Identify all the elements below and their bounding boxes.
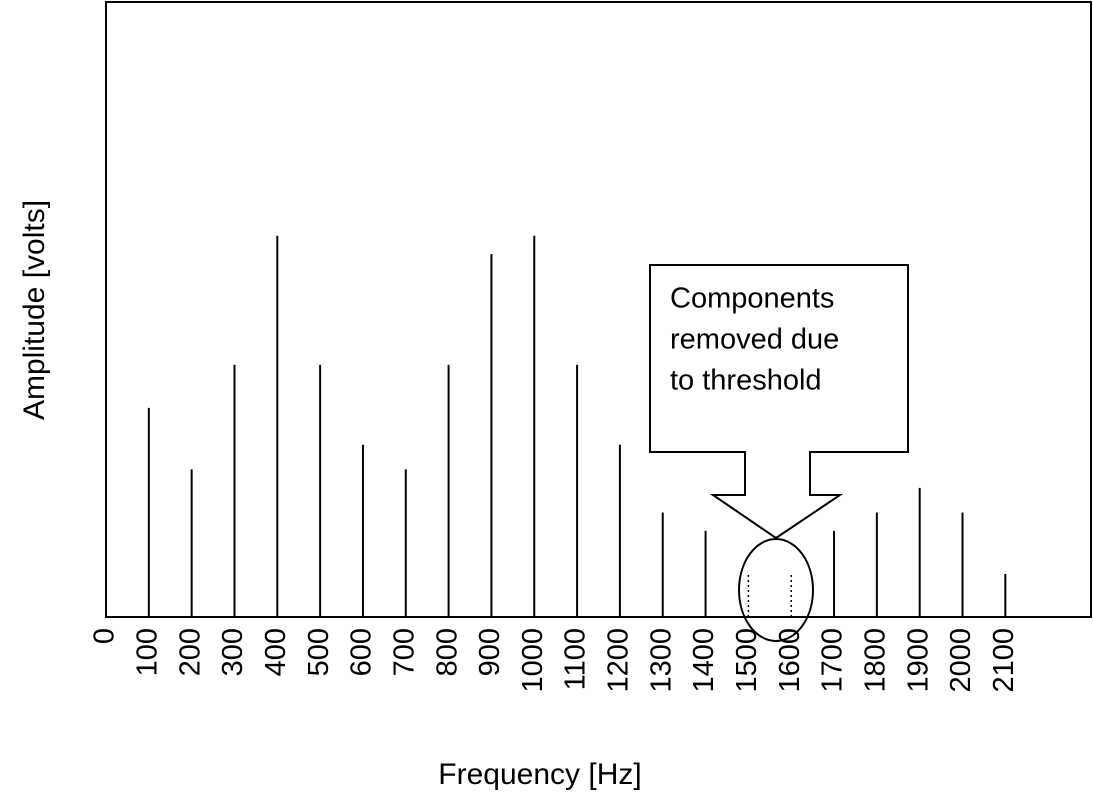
x-tick-label: 200 <box>174 628 206 676</box>
x-tick-label: 600 <box>346 628 378 676</box>
x-tick-label: 1400 <box>688 628 720 693</box>
x-tick-label: 900 <box>474 628 506 676</box>
x-tick-label: 500 <box>303 628 335 676</box>
x-tick-label: 1100 <box>560 628 592 690</box>
annotation-line: removed due <box>670 324 839 356</box>
plot-frame <box>105 1 1092 618</box>
x-tick-label: 100 <box>131 628 163 676</box>
x-tick-label: 1800 <box>860 628 892 693</box>
x-tick-label: 400 <box>260 628 292 676</box>
highlight-ellipse <box>738 538 814 642</box>
x-tick-label: 1700 <box>817 628 849 693</box>
callout <box>649 264 909 540</box>
x-axis-label: Frequency [Hz] <box>438 758 641 791</box>
x-tick-label: 1300 <box>645 628 677 693</box>
x-tick-label: 800 <box>431 628 463 676</box>
x-tick-label: 2100 <box>988 628 1020 693</box>
x-tick-label: 0 <box>89 628 121 644</box>
x-tick-label: 1900 <box>902 628 934 693</box>
y-axis-label: Amplitude [volts] <box>18 200 51 420</box>
x-tick-label: 2000 <box>945 628 977 693</box>
annotation-line: to threshold <box>670 365 822 397</box>
x-tick-label: 300 <box>217 628 249 676</box>
annotation-line: Components <box>670 283 834 315</box>
x-tick-label: 1000 <box>517 628 549 693</box>
x-tick-label: 1500 <box>731 628 763 693</box>
x-tick-label: 1600 <box>774 628 806 693</box>
x-tick-label: 700 <box>388 628 420 676</box>
x-tick-label: 1200 <box>603 628 635 693</box>
